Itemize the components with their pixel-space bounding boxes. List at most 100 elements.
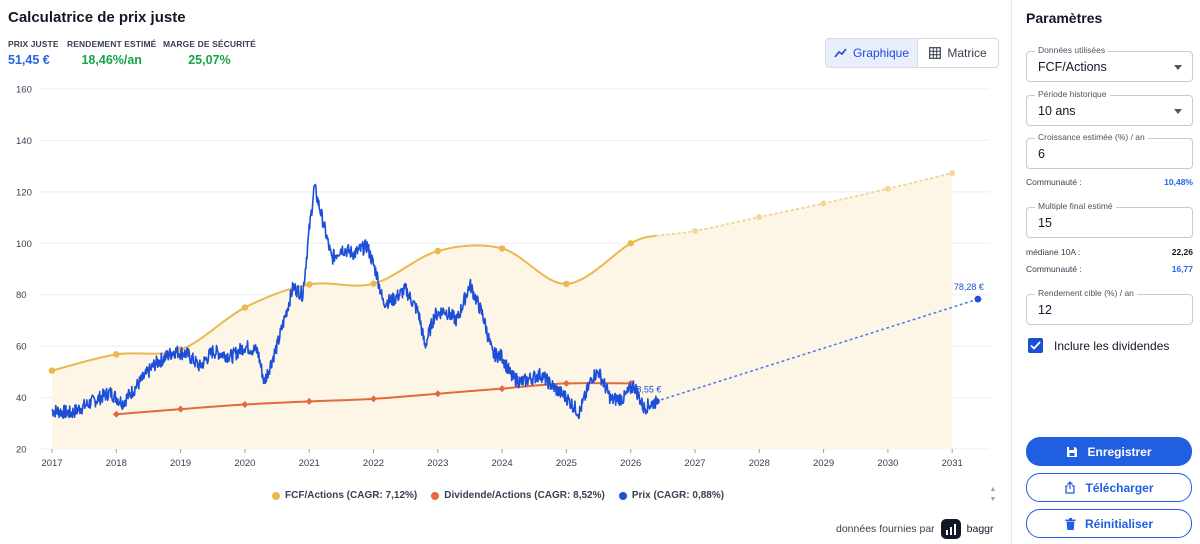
scroll-down-icon[interactable]: ▼ — [989, 496, 997, 503]
legend-item-fcf[interactable]: FCF/Actions (CAGR: 7,12%) — [272, 490, 417, 501]
fcf-point — [434, 247, 441, 255]
fcf-projection-point — [949, 170, 956, 177]
dividend-point — [177, 405, 185, 413]
check-icon — [1030, 341, 1041, 350]
growth-value: 6 — [1038, 147, 1045, 161]
legend-dot-price — [618, 491, 627, 500]
price-projection-line — [655, 298, 979, 403]
multiple-community-row: Communauté : 16,77 — [1026, 264, 1193, 274]
fcf-point — [241, 304, 249, 311]
growth-community-label: Communauté : — [1026, 177, 1082, 187]
fcf-point — [306, 281, 313, 288]
multiple-label: Multiple final estimé — [1035, 201, 1116, 211]
chart-area: Calculatrice de prix juste PRIX JUSTE 51… — [0, 9, 1005, 539]
legend-item-dividend[interactable]: Dividende/Actions (CAGR: 8,52%) — [431, 490, 605, 501]
parameters-panel: Paramètres Données utilisées FCF/Actions… — [1011, 0, 1200, 544]
x-tick-label: 2018 — [106, 458, 127, 469]
dividend-point — [562, 379, 570, 387]
chart-legend: FCF/Actions (CAGR: 7,12%) Dividende/Acti… — [272, 490, 724, 501]
x-tick-label: 2024 — [492, 458, 513, 469]
save-button[interactable]: Enregistrer — [1026, 437, 1192, 466]
include-dividends-checkbox[interactable] — [1028, 338, 1043, 353]
growth-input[interactable]: Croissance estimée (%) / an 6 — [1026, 132, 1193, 169]
y-tick-label: 40 — [16, 393, 27, 404]
legend-label-dividend: Dividende/Actions (CAGR: 8,52%) — [444, 490, 605, 501]
matrix-view-label: Matrice — [947, 46, 987, 60]
share-upload-icon — [1065, 481, 1076, 494]
fair-price-chart[interactable]: 20 40 60 80 100 120 140 160 2017 2018 2019 2020 2021… — [0, 78, 1005, 478]
median-row: médiane 10A : 22,26 — [1026, 247, 1193, 257]
floppy-disk-icon — [1067, 446, 1078, 457]
download-label: Télécharger — [1085, 480, 1154, 495]
target-yield-input[interactable]: Rendement cible (%) / an 12 — [1026, 288, 1193, 325]
matrix-view-button[interactable]: Matrice — [918, 39, 998, 67]
x-tick-label: 2027 — [684, 458, 705, 469]
panel-title: Paramètres — [1026, 10, 1103, 26]
dividend-point — [370, 395, 377, 403]
baggr-brand: baggr — [966, 523, 994, 535]
fair-price-value: 51,45 € — [8, 53, 50, 67]
legend-item-price[interactable]: Prix (CAGR: 0,88%) — [618, 490, 725, 501]
include-dividends-row[interactable]: Inclure les dividendes — [1028, 338, 1169, 353]
y-tick-label: 60 — [16, 342, 27, 353]
multiple-community-label: Communauté : — [1026, 264, 1082, 274]
safety-margin-metric: MARGE DE SÉCURITÉ 25,07% — [163, 39, 256, 67]
fcf-projection-point — [884, 185, 891, 192]
dividend-point — [241, 401, 249, 409]
chevron-down-icon — [1174, 65, 1182, 70]
multiple-input[interactable]: Multiple final estimé 15 — [1026, 201, 1193, 238]
x-tick-label: 2021 — [299, 458, 320, 469]
trash-icon — [1065, 517, 1076, 530]
estimated-yield-label: RENDEMENT ESTIMÉ — [67, 39, 157, 49]
median-label: médiane 10A : — [1026, 247, 1081, 257]
x-tick-label: 2025 — [556, 458, 577, 469]
fcf-point — [627, 240, 634, 247]
graph-view-button[interactable]: Graphique — [826, 39, 918, 67]
reset-label: Réinitialiser — [1084, 516, 1154, 531]
legend-scroll-arrows[interactable]: ▲ ▼ — [988, 485, 998, 505]
credit-text: données fournies par — [836, 523, 935, 535]
scroll-up-icon[interactable]: ▲ — [989, 486, 997, 493]
data-used-value: FCF/Actions — [1038, 60, 1107, 74]
download-button[interactable]: Télécharger — [1026, 473, 1192, 502]
x-tick-label: 2023 — [427, 458, 448, 469]
fcf-point — [48, 367, 56, 374]
period-select[interactable]: Période historique 10 ans — [1026, 89, 1193, 126]
fcf-projection-point — [692, 227, 698, 234]
multiple-community-value: 16,77 — [1171, 264, 1193, 274]
price-current-label: 38,55 € — [631, 384, 661, 394]
graph-view-label: Graphique — [852, 46, 910, 60]
median-value: 22,26 — [1171, 247, 1193, 257]
price-line — [51, 183, 658, 420]
dividend-point — [434, 390, 442, 398]
price-current-point — [653, 397, 660, 405]
legend-label-fcf: FCF/Actions (CAGR: 7,12%) — [285, 490, 418, 501]
chevron-down-icon — [1174, 109, 1182, 114]
legend-dot-dividend — [431, 491, 440, 500]
x-tick-label: 2029 — [813, 458, 834, 469]
line-chart-icon — [834, 48, 847, 58]
fcf-point — [498, 245, 506, 252]
fcf-point — [113, 351, 120, 358]
data-used-select[interactable]: Données utilisées FCF/Actions — [1026, 45, 1193, 82]
x-tick-label: 2030 — [877, 458, 898, 469]
baggr-logo-icon — [940, 519, 961, 539]
fair-price-metric: PRIX JUSTE 51,45 € — [8, 39, 59, 67]
y-tick-label: 80 — [16, 290, 27, 301]
growth-community-value: 10,48% — [1164, 177, 1193, 187]
legend-label-price: Prix (CAGR: 0,88%) — [631, 490, 725, 501]
fair-price-label: PRIX JUSTE — [8, 39, 59, 49]
fcf-area — [52, 173, 953, 449]
estimated-yield-metric: RENDEMENT ESTIMÉ 18,46%/an — [67, 39, 156, 67]
save-label: Enregistrer — [1087, 444, 1152, 459]
dividend-point — [498, 385, 506, 393]
growth-label: Croissance estimée (%) / an — [1035, 132, 1148, 142]
fcf-projection-point — [756, 214, 763, 221]
include-dividends-label: Inclure les dividendes — [1054, 338, 1170, 353]
x-tick-label: 2031 — [942, 458, 963, 469]
x-tick-label: 2028 — [749, 458, 770, 469]
reset-button[interactable]: Réinitialiser — [1026, 509, 1192, 538]
price-target-point — [974, 295, 982, 303]
dividend-point — [112, 410, 120, 418]
price-target-label: 78,28 € — [954, 282, 984, 292]
